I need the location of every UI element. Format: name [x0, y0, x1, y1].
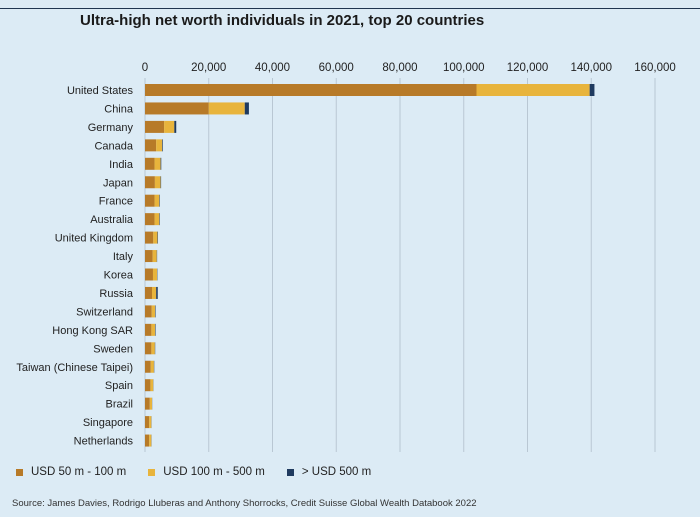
category-label: Singapore [83, 417, 133, 429]
bar-segment [156, 139, 163, 152]
category-label: Switzerland [76, 306, 133, 318]
bar-segment [154, 157, 161, 170]
x-tick-label: 80,000 [382, 62, 417, 74]
bar-segment [154, 176, 161, 189]
bar-segment [145, 360, 151, 373]
x-tick-label: 120,000 [507, 62, 549, 74]
bar-segment [145, 102, 209, 115]
bar-segment [153, 231, 158, 244]
bar-segment [151, 342, 155, 355]
x-tick-label: 20,000 [191, 62, 226, 74]
bar-segment [145, 120, 165, 133]
x-tick-label: 100,000 [443, 62, 485, 74]
x-tick-label: 0 [142, 62, 148, 74]
bar-segment [145, 305, 152, 318]
category-label: China [104, 103, 134, 115]
bar-segment [164, 120, 175, 133]
category-label: India [109, 159, 134, 171]
category-label: Australia [90, 214, 134, 226]
x-tick-label: 40,000 [255, 62, 290, 74]
bar-segment [162, 139, 163, 152]
bar-segment [152, 250, 157, 263]
category-label: Italy [113, 251, 134, 263]
bar-segment [149, 434, 152, 447]
bar-segment [145, 176, 155, 189]
bar-segment [589, 84, 595, 96]
bar-segment [149, 397, 153, 410]
bar-segment [160, 157, 162, 170]
category-label: Hong Kong SAR [52, 325, 133, 337]
category-label: Russia [99, 288, 134, 300]
category-labels: United States China Germany Canada India Japa… [16, 85, 133, 448]
chart-plot: 0 20,000 40,000 60,000 80,000 100,000 120,000 1… [16, 62, 676, 452]
category-label: United Kingdom [55, 233, 133, 245]
legend-item: USD 50 m - 100 m [16, 466, 126, 478]
legend-swatch [148, 468, 156, 476]
bar-segment [145, 194, 155, 207]
category-label: Germany [88, 122, 134, 134]
bar-segment [145, 397, 150, 410]
x-tick-label: 140,000 [570, 62, 612, 74]
bar-segment [145, 84, 477, 96]
category-label: Japan [103, 177, 133, 189]
bar-segment [145, 416, 150, 429]
legend-item: > USD 500 m [286, 466, 372, 478]
bar-segment [145, 213, 155, 226]
category-label: Netherlands [74, 436, 134, 448]
category-label: France [99, 196, 133, 208]
bar-segment [145, 268, 153, 281]
category-label: Spain [105, 380, 133, 392]
legend-item: USD 100 m - 500 m [148, 466, 265, 478]
bar-segment [152, 286, 157, 299]
bar-segment [154, 194, 160, 207]
bar-segment [145, 286, 153, 299]
x-tick-label: 60,000 [319, 62, 354, 74]
legend-label: > USD 500 m [301, 466, 372, 478]
chart-title: Ultra-high net worth individuals in 2021… [80, 12, 485, 29]
legend-label: USD 100 m - 500 m [163, 466, 265, 478]
bar-segment [151, 305, 156, 318]
bar-segment [145, 379, 151, 392]
source-note: Source: James Davies, Rodrigo Lluberas a… [12, 498, 477, 509]
bar-segment [174, 120, 177, 133]
bar-segment [145, 250, 153, 263]
bars [145, 84, 595, 447]
category-label: Korea [104, 270, 134, 282]
bar-segment [145, 157, 155, 170]
legend-label: USD 50 m - 100 m [31, 466, 127, 478]
bar-segment [145, 231, 154, 244]
legend-swatch [286, 468, 294, 476]
bar-segment [149, 416, 152, 429]
bar-segment [145, 139, 157, 152]
legend-swatch [16, 468, 23, 476]
bar-segment [145, 342, 152, 355]
x-axis-ticks: 0 20,000 40,000 60,000 80,000 100,000 120,000 1… [142, 62, 676, 74]
bar-segment [151, 323, 156, 336]
bar-segment [150, 379, 154, 392]
category-label: Taiwan (Chinese Taipei) [16, 362, 133, 374]
bar-segment [156, 286, 158, 299]
legend: USD 50 m - 100 m USD 100 m - 500 m > USD… [16, 466, 371, 478]
bar-segment [208, 102, 245, 115]
bar-segment [476, 84, 590, 96]
category-label: Brazil [105, 399, 133, 411]
bar-segment [145, 434, 150, 447]
bar-segment [244, 102, 249, 115]
bar-segment [150, 360, 154, 373]
category-label: Canada [94, 140, 133, 152]
bar-segment [152, 268, 158, 281]
top-rule [0, 8, 700, 9]
grid-lines [144, 78, 656, 452]
bar-segment [145, 323, 152, 336]
category-label: United States [67, 85, 134, 97]
x-tick-label: 160,000 [634, 62, 676, 74]
bar-segment [154, 213, 160, 226]
category-label: Sweden [93, 343, 133, 355]
